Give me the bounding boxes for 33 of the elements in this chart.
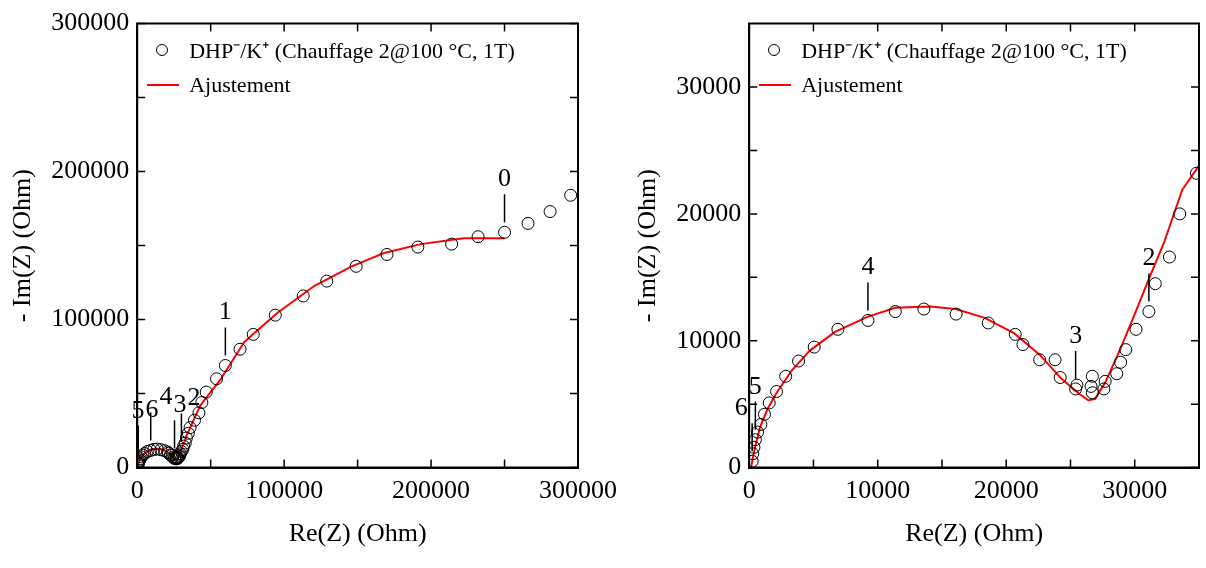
y-tick-label: 20000 [676,197,742,227]
y-tick-label: 200000 [51,155,130,185]
annotation: 0 [498,163,512,193]
annotation: 4 [861,251,875,281]
annotation: 3 [173,389,187,419]
x-axis-title: Re(Z) (Ohm) [905,518,1044,548]
annotation: 3 [1069,319,1083,349]
annotation: 2 [187,382,201,412]
x-tick-label: 200000 [392,475,471,505]
x-tick-label: 300000 [539,475,617,505]
annotation: 5 [748,370,762,400]
y-axis-title: - Im(Z) (Ohm) [632,169,662,323]
legend-label: DHP⁻/K⁺ (Chauffage 2@100 °C, 1T) [189,36,515,65]
x-tick-label: 30000 [1102,475,1168,505]
x-tick-label: 10000 [845,475,911,505]
y-axis-title: - Im(Z) (Ohm) [7,169,37,323]
annotation: 1 [218,296,232,326]
x-axis-title: Re(Z) (Ohm) [288,518,427,548]
y-tick-label: 0 [728,451,742,481]
y-tick-label: 0 [116,451,130,481]
annotation: 6 [145,394,159,424]
annotation: 4 [159,381,173,411]
y-tick-label: 100000 [51,303,130,333]
legend-label: Ajustement [189,70,291,99]
x-tick-label: 20000 [973,475,1039,505]
legend-label: Ajustement [801,70,903,99]
annotation: 2 [1142,242,1156,272]
y-tick-label: 10000 [676,324,742,354]
x-tick-label: 100000 [245,475,324,505]
annotation: 6 [734,392,748,422]
legend-label: DHP⁻/K⁺ (Chauffage 2@100 °C, 1T) [801,36,1127,65]
y-tick-label: 300000 [51,7,130,37]
y-tick-label: 30000 [676,70,742,100]
